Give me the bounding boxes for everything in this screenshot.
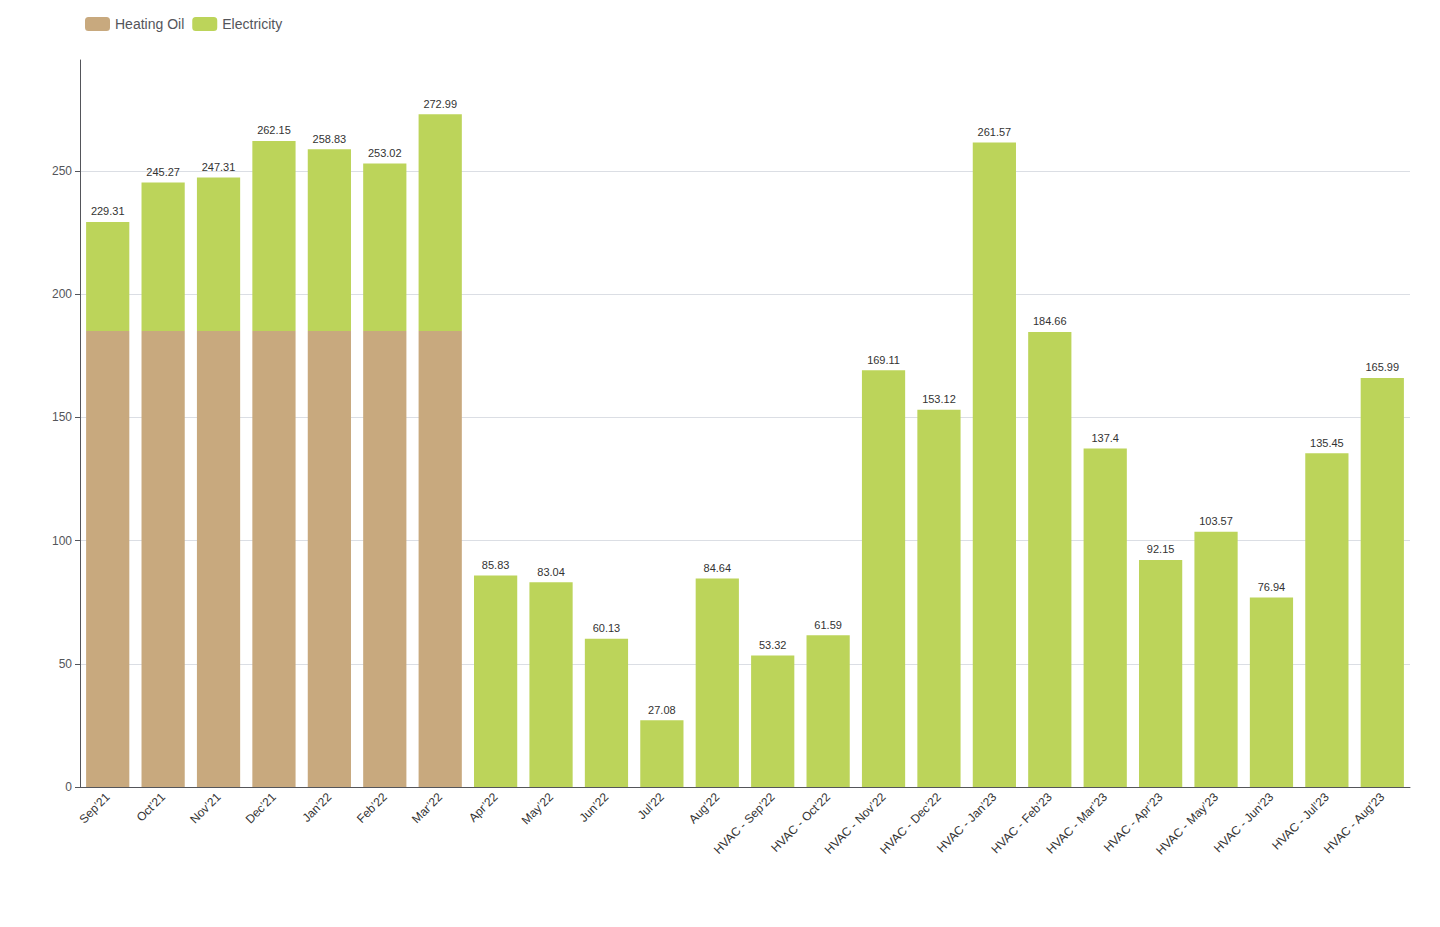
svg-text:HVAC - Feb’23: HVAC - Feb’23 — [988, 790, 1055, 857]
svg-text:184.66: 184.66 — [1033, 315, 1067, 327]
svg-text:262.15: 262.15 — [257, 124, 291, 136]
svg-text:HVAC - Jan’23: HVAC - Jan’23 — [934, 790, 1000, 856]
svg-text:200: 200 — [52, 287, 72, 301]
svg-text:HVAC - Oct’22: HVAC - Oct’22 — [768, 790, 834, 855]
svg-text:83.04: 83.04 — [537, 566, 565, 578]
svg-text:100: 100 — [52, 534, 72, 548]
svg-text:169.11: 169.11 — [867, 354, 900, 366]
svg-text:272.99: 272.99 — [423, 98, 457, 110]
svg-text:135.45: 135.45 — [1310, 437, 1344, 449]
svg-text:Mar’22: Mar’22 — [409, 790, 445, 826]
svg-text:250: 250 — [52, 164, 72, 178]
svg-text:May’22: May’22 — [519, 790, 556, 827]
svg-text:Aug’22: Aug’22 — [686, 790, 723, 827]
svg-text:92.15: 92.15 — [1147, 543, 1175, 555]
svg-text:150: 150 — [52, 410, 72, 424]
svg-text:261.57: 261.57 — [978, 126, 1012, 138]
svg-text:HVAC - May’23: HVAC - May’23 — [1153, 790, 1221, 858]
svg-text:HVAC - Jun’23: HVAC - Jun’23 — [1211, 790, 1277, 856]
svg-text:HVAC - Sep’22: HVAC - Sep’22 — [711, 790, 778, 857]
svg-text:Heating Oil: Heating Oil — [115, 16, 184, 32]
svg-text:103.57: 103.57 — [1199, 515, 1233, 527]
svg-text:HVAC - Dec’22: HVAC - Dec’22 — [877, 790, 944, 857]
svg-text:258.83: 258.83 — [313, 133, 347, 145]
svg-text:HVAC - Aug’23: HVAC - Aug’23 — [1321, 790, 1388, 857]
svg-text:61.59: 61.59 — [814, 619, 842, 631]
svg-text:Sep’21: Sep’21 — [76, 790, 113, 827]
svg-text:229.31: 229.31 — [91, 205, 125, 217]
svg-text:137.4: 137.4 — [1091, 432, 1119, 444]
svg-text:50: 50 — [59, 657, 73, 671]
svg-text:Electricity: Electricity — [222, 16, 282, 32]
svg-text:76.94: 76.94 — [1258, 581, 1286, 593]
svg-text:Apr’22: Apr’22 — [466, 790, 501, 825]
svg-text:Oct’21: Oct’21 — [134, 790, 169, 825]
svg-text:Jun’22: Jun’22 — [577, 790, 612, 825]
svg-text:HVAC - Mar’23: HVAC - Mar’23 — [1044, 790, 1111, 857]
svg-text:Jan’22: Jan’22 — [299, 790, 334, 825]
svg-text:85.83: 85.83 — [482, 559, 510, 571]
svg-text:HVAC - Nov’22: HVAC - Nov’22 — [821, 790, 889, 857]
svg-text:HVAC - Apr’23: HVAC - Apr’23 — [1100, 790, 1166, 855]
svg-text:Jul’22: Jul’22 — [635, 790, 667, 822]
svg-text:Feb’22: Feb’22 — [354, 790, 390, 826]
svg-text:153.12: 153.12 — [922, 393, 956, 405]
svg-text:0: 0 — [65, 780, 72, 794]
svg-text:HVAC - Jul’23: HVAC - Jul’23 — [1269, 790, 1332, 853]
svg-text:253.02: 253.02 — [368, 147, 402, 159]
svg-text:84.64: 84.64 — [704, 562, 732, 574]
svg-text:165.99: 165.99 — [1365, 361, 1399, 373]
svg-text:60.13: 60.13 — [593, 622, 621, 634]
svg-text:53.32: 53.32 — [759, 639, 787, 651]
svg-text:245.27: 245.27 — [146, 166, 180, 178]
svg-text:Dec’21: Dec’21 — [243, 790, 280, 827]
svg-text:27.08: 27.08 — [648, 704, 676, 716]
svg-text:Nov’21: Nov’21 — [187, 790, 224, 827]
svg-text:247.31: 247.31 — [202, 161, 236, 173]
